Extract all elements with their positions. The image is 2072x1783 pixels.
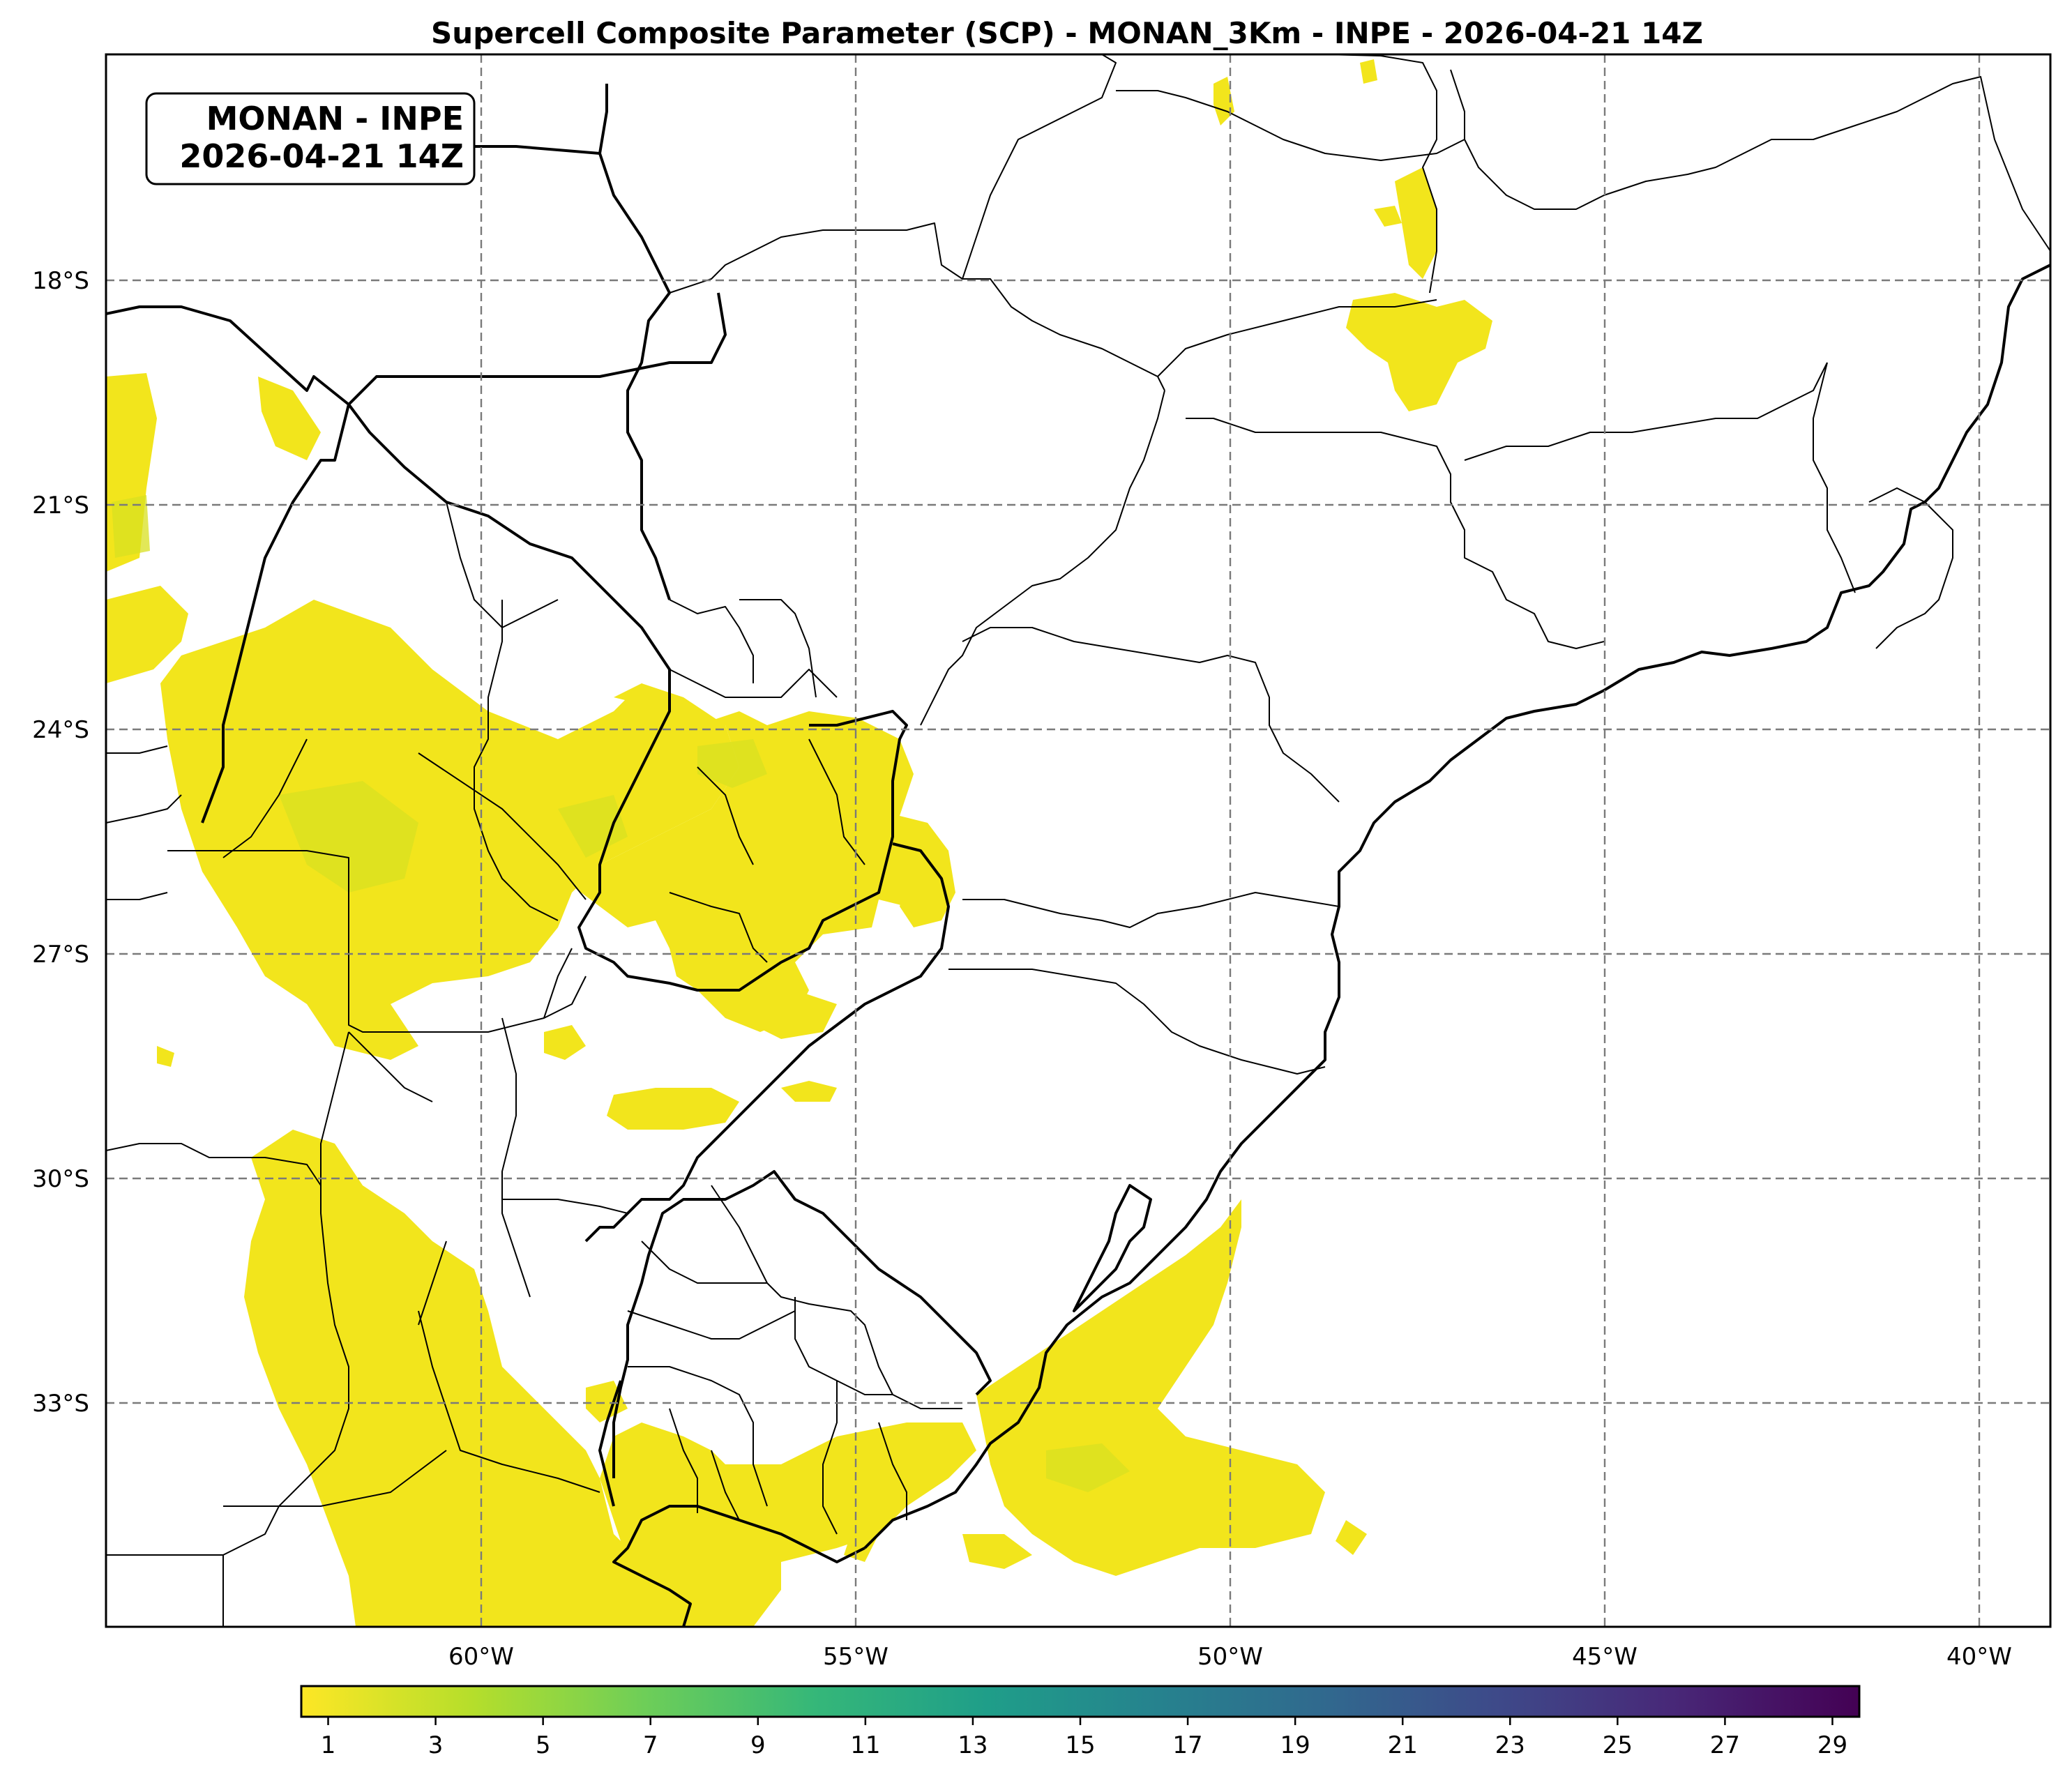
colorbar-tick-label: 13 [958,1731,988,1759]
figure-title: Supercell Composite Parameter (SCP) - MO… [431,16,1703,50]
lon-tick-label: 50°W [1197,1643,1263,1671]
lon-tick-label: 45°W [1572,1643,1638,1671]
coastline [863,264,2050,1549]
colorbar-tick-label: 29 [1817,1731,1847,1759]
lat-tick-label: 27°S [32,941,89,969]
colorbar-tick-label: 11 [850,1731,880,1759]
lat-tick-label: 18°S [32,267,89,295]
lat-tick-label: 30°S [32,1165,89,1193]
colorbar-tick-label: 7 [643,1731,658,1759]
colorbar-gradient [300,1685,1861,1718]
gridlines [106,54,2050,1627]
lat-tick-label: 33°S [32,1390,89,1418]
colorbar-tick-label: 1 [321,1731,336,1759]
colorbar-tick-label: 15 [1065,1731,1095,1759]
scp-field [106,59,1492,1627]
colorbar-tick-label: 5 [536,1731,551,1759]
colorbar-tick-label: 3 [428,1731,444,1759]
state-borders [106,54,2050,1627]
lat-tick-labels: 18°S 21°S 24°S 27°S 30°S 33°S [32,267,89,1418]
lon-tick-label: 40°W [1946,1643,2012,1671]
lat-tick-label: 21°S [32,492,89,519]
colorbar-ticks: 1 3 5 7 9 11 13 15 17 19 21 23 25 27 29 [321,1717,1847,1759]
colorbar-tick-label: 25 [1603,1731,1633,1759]
colorbar-tick-label: 21 [1388,1731,1418,1759]
badge-line-1: MONAN - INPE [206,100,464,137]
colorbar: 1 3 5 7 9 11 13 15 17 19 21 23 25 27 29 [300,1685,1861,1759]
model-badge: MONAN - INPE 2026-04-21 14Z [145,92,476,185]
lon-tick-labels: 60°W 55°W 50°W 45°W 40°W [448,1643,2012,1671]
colorbar-tick-label: 27 [1710,1731,1740,1759]
national-borders [106,84,992,1478]
lon-tick-label: 55°W [823,1643,888,1671]
map-area [106,54,2050,1627]
colorbar-tick-label: 23 [1495,1731,1525,1759]
colorbar-tick-label: 17 [1172,1731,1202,1759]
lat-tick-label: 24°S [32,716,89,744]
map-frame [105,53,2052,1628]
lon-tick-label: 60°W [448,1643,514,1671]
badge-line-2: 2026-04-21 14Z [179,137,464,175]
colorbar-tick-label: 9 [750,1731,766,1759]
colorbar-tick-label: 19 [1280,1731,1310,1759]
